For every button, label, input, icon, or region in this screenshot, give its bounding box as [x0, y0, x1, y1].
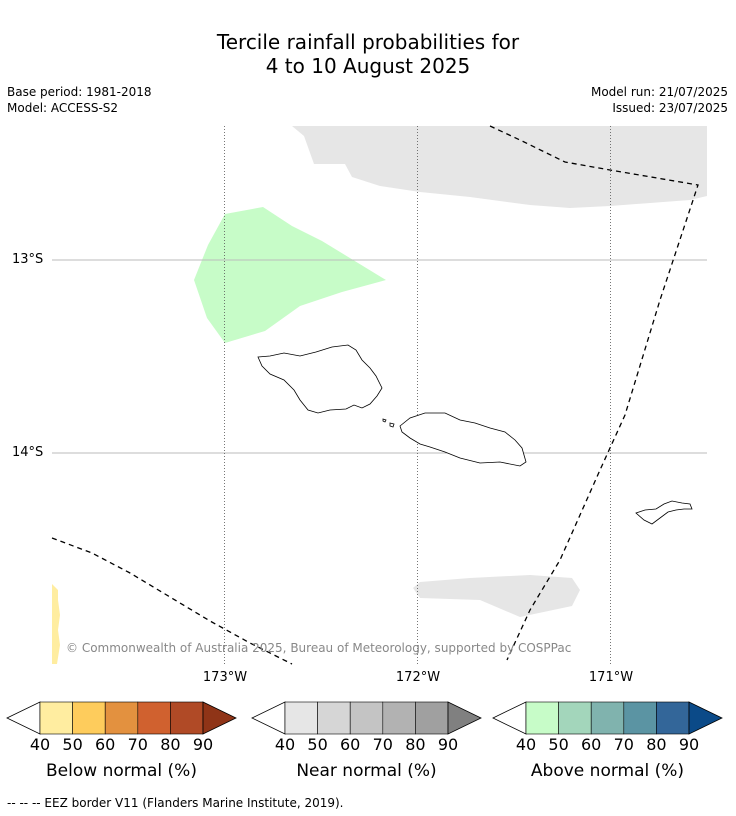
apolima-islet [382, 418, 387, 423]
title-line-1: Tercile rainfall probabilities for [216, 30, 520, 54]
eez-border-east [489, 125, 699, 661]
colorbar-above-tick: 70 [613, 735, 634, 754]
colorbar-near-min-arrow [251, 701, 286, 735]
colorbar-above-tick: 90 [678, 735, 700, 754]
colorbar-near-tick: 70 [372, 735, 393, 754]
colorbar-near-segment [317, 701, 351, 735]
lat-label-13s: 13°S [12, 252, 44, 267]
above-normal-region [194, 207, 386, 343]
colorbar-above-segment [590, 701, 625, 735]
colorbar-below-tick: 70 [127, 735, 148, 754]
colorbar-below-segment [39, 701, 73, 735]
meta-left: Base period: 1981-2018 Model: ACCESS-S2 [7, 84, 152, 116]
chart-title: Tercile rainfall probabilities for 4 to … [0, 30, 736, 78]
colorbar-below-tick: 80 [160, 735, 181, 754]
colorbar-below-segment [137, 701, 171, 735]
colorbar-near-segment [382, 701, 416, 735]
lon-label-172w: 172°W [395, 670, 441, 685]
issued-date: Issued: 23/07/2025 [612, 101, 728, 115]
colorbar-near-tick: 80 [405, 735, 426, 754]
colorbar-below-segment [170, 701, 204, 735]
tutuila-island [635, 500, 693, 525]
near-normal-region-north [292, 126, 707, 208]
colorbar-above-tick: 60 [581, 735, 602, 754]
colorbar-near-segment [284, 701, 318, 735]
below-normal-region [52, 584, 60, 664]
colorbar-near-segment [415, 701, 449, 735]
colorbar-below-segment [72, 701, 106, 735]
colorbar-near-tick: 90 [437, 735, 459, 754]
savaii-island [257, 344, 383, 414]
base-period: Base period: 1981-2018 [7, 85, 152, 99]
colorbar-near-tick: 50 [307, 735, 328, 754]
colorbar-above-max-arrow [688, 701, 723, 735]
colorbar-above-tick: 40 [515, 735, 537, 754]
colorbar-above-segment [623, 701, 657, 735]
colorbar-below-max-arrow [202, 701, 237, 735]
colorbar-below-segment [104, 701, 139, 735]
manono-islet [389, 422, 395, 428]
colorbar-label-near: Near normal (%) [296, 761, 437, 781]
colorbar-label-below: Below normal (%) [46, 761, 197, 781]
colorbar-above-segment [558, 701, 592, 735]
colorbar-above-tick: 50 [548, 735, 569, 754]
colorbar-below-tick: 40 [29, 735, 51, 754]
colorbars [6, 701, 723, 735]
eez-legend-footer: -- -- -- EEZ border V11 (Flanders Marine… [7, 796, 344, 810]
colorbar-above-tick: 80 [646, 735, 667, 754]
lon-label-171w: 171°W [588, 670, 634, 685]
colorbar-below-tick: 60 [95, 735, 116, 754]
colorbar-above-min-arrow [492, 701, 527, 735]
map-panel [51, 125, 707, 665]
lat-label-14s: 14°S [12, 445, 44, 460]
model-name: Model: ACCESS-S2 [7, 101, 119, 115]
colorbar-near-segment [349, 701, 384, 735]
meta-right: Model run: 21/07/2025 Issued: 23/07/2025 [591, 84, 728, 116]
colorbar-below-min-arrow [6, 701, 41, 735]
colorbar-label-above: Above normal (%) [530, 761, 685, 781]
colorbar-near-max-arrow [447, 701, 482, 735]
colorbar-above-segment [525, 701, 559, 735]
colorbar-below-tick: 90 [192, 735, 214, 754]
lon-label-173w: 173°W [202, 670, 248, 685]
colorbar-below-tick: 50 [62, 735, 83, 754]
colorbar-above-segment [656, 701, 690, 735]
copyright-notice: © Commonwealth of Australia 2025, Bureau… [66, 641, 572, 655]
near-normal-region-south [413, 575, 580, 617]
colorbar-near-tick: 40 [274, 735, 296, 754]
title-line-2: 4 to 10 August 2025 [265, 54, 471, 78]
model-run: Model run: 21/07/2025 [590, 85, 728, 99]
upolu-island [399, 412, 527, 467]
colorbar-near-tick: 60 [340, 735, 361, 754]
